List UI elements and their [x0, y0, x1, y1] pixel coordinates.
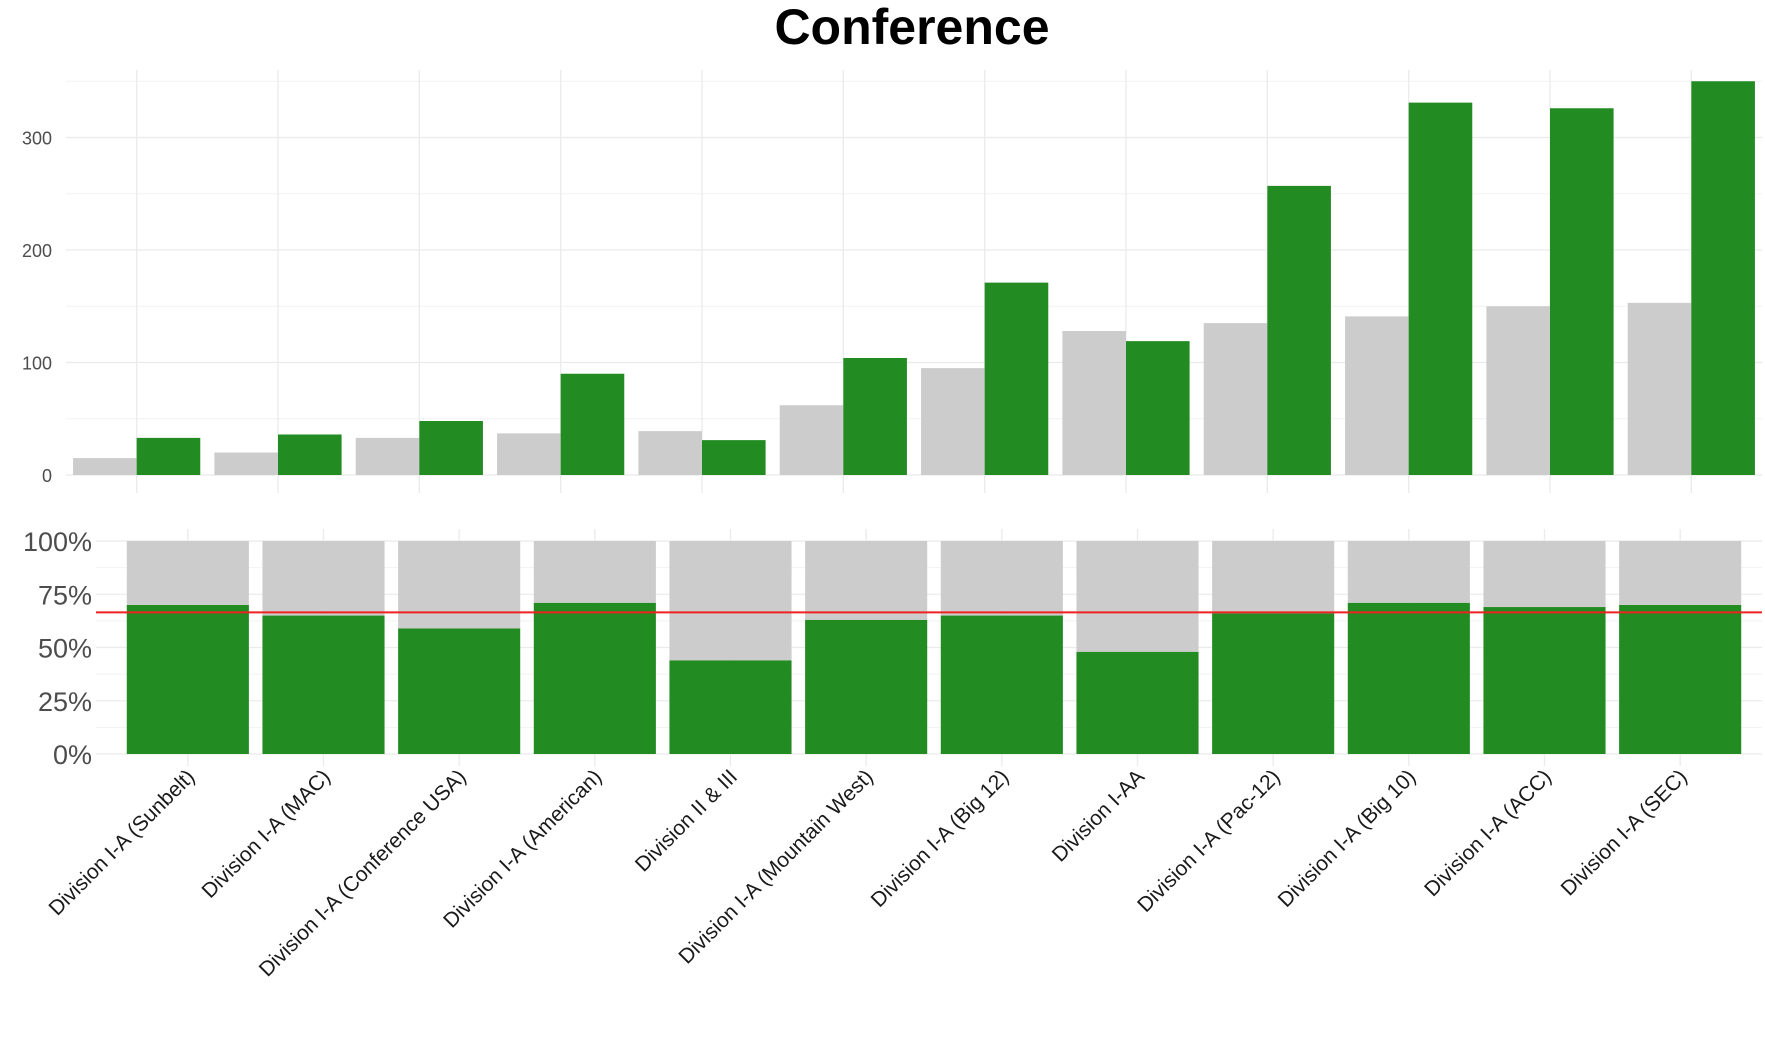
grey-share-bar — [533, 541, 656, 603]
green-count-bar — [843, 358, 907, 475]
x-tick-label: Division I-A (Pac-12) — [1133, 765, 1285, 917]
green-share-bar — [126, 604, 249, 754]
grey-share-bar — [805, 541, 928, 620]
green-share-bar — [1619, 604, 1742, 754]
grey-share-bar — [940, 541, 1063, 616]
grey-count-bar — [638, 431, 702, 475]
green-count-bar — [278, 434, 342, 475]
grey-share-bar — [1619, 541, 1742, 605]
grey-count-bar — [1627, 302, 1692, 475]
green-share-bar — [398, 628, 521, 754]
grey-count-bar — [1203, 323, 1268, 475]
grey-share-bar — [1076, 541, 1199, 652]
y-tick-label: 200 — [22, 241, 52, 261]
y-tick-label: 0% — [53, 740, 92, 770]
grey-count-bar — [1345, 316, 1409, 475]
grey-count-bar — [73, 458, 137, 475]
green-share-bar — [1212, 613, 1335, 754]
grey-count-bar — [1062, 331, 1126, 475]
grey-share-bar — [126, 541, 249, 605]
grey-count-bar — [355, 437, 420, 475]
green-share-bar — [1076, 651, 1199, 754]
green-count-bar — [984, 282, 1049, 475]
grey-share-bar — [262, 541, 385, 616]
y-tick-label: 100 — [22, 354, 52, 374]
grey-count-bar — [214, 452, 278, 475]
green-share-bar — [669, 660, 792, 754]
x-tick-label: Division I-A (SEC) — [1557, 765, 1692, 900]
green-count-bar — [136, 437, 201, 475]
grey-share-bar — [398, 541, 521, 629]
x-tick-label: Division I-A (ACC) — [1420, 765, 1556, 901]
grey-count-bar — [779, 405, 844, 475]
x-axis-labels: Division I-A (Sunbelt)Division I-A (MAC)… — [44, 765, 1691, 981]
green-count-bar — [419, 421, 483, 475]
x-tick-label: Division II & III — [631, 765, 742, 876]
green-share-bar — [533, 602, 656, 754]
y-tick-label: 100% — [23, 527, 92, 557]
percent-bar-panel: 0% 25% 50% 75% 100% — [23, 527, 1762, 770]
y-tick-label: 50% — [38, 634, 92, 664]
green-share-bar — [940, 615, 1063, 754]
grey-share-bar — [1347, 541, 1470, 603]
x-tick-label: Division I-A (Sunbelt) — [44, 765, 199, 920]
green-count-bar — [1408, 102, 1473, 475]
green-share-bar — [1347, 602, 1470, 754]
green-share-bar — [805, 619, 928, 754]
green-share-bar — [262, 615, 385, 754]
x-tick-label: Division I-A (MAC) — [197, 765, 335, 903]
x-tick-label: Division I-A (Big 12) — [867, 765, 1014, 912]
grey-count-bar — [1486, 306, 1550, 475]
grey-share-bar — [1212, 541, 1335, 614]
count-bar-panel: 0 100 200 300 — [22, 70, 1762, 493]
y-tick-label: 300 — [22, 129, 52, 149]
y-tick-label: 0 — [42, 466, 52, 486]
chart-title: Conference — [774, 0, 1049, 55]
grey-share-bar — [1483, 541, 1606, 608]
green-share-bar — [1483, 607, 1606, 754]
green-count-bar — [1126, 341, 1190, 475]
green-count-bar — [560, 373, 625, 475]
green-count-bar — [702, 440, 766, 475]
y-tick-label: 25% — [38, 687, 92, 717]
y-tick-label: 75% — [38, 580, 92, 610]
grey-count-bar — [497, 433, 561, 475]
grey-share-bar — [669, 541, 792, 661]
green-count-bar — [1267, 185, 1331, 475]
x-tick-label: Division I-AA — [1048, 765, 1149, 866]
green-count-bar — [1550, 108, 1614, 475]
x-tick-label: Division I-A (Big 10) — [1274, 765, 1421, 912]
x-tick-label: Division I-A (American) — [439, 765, 606, 932]
green-count-bar — [1691, 81, 1755, 475]
grey-count-bar — [921, 368, 985, 475]
